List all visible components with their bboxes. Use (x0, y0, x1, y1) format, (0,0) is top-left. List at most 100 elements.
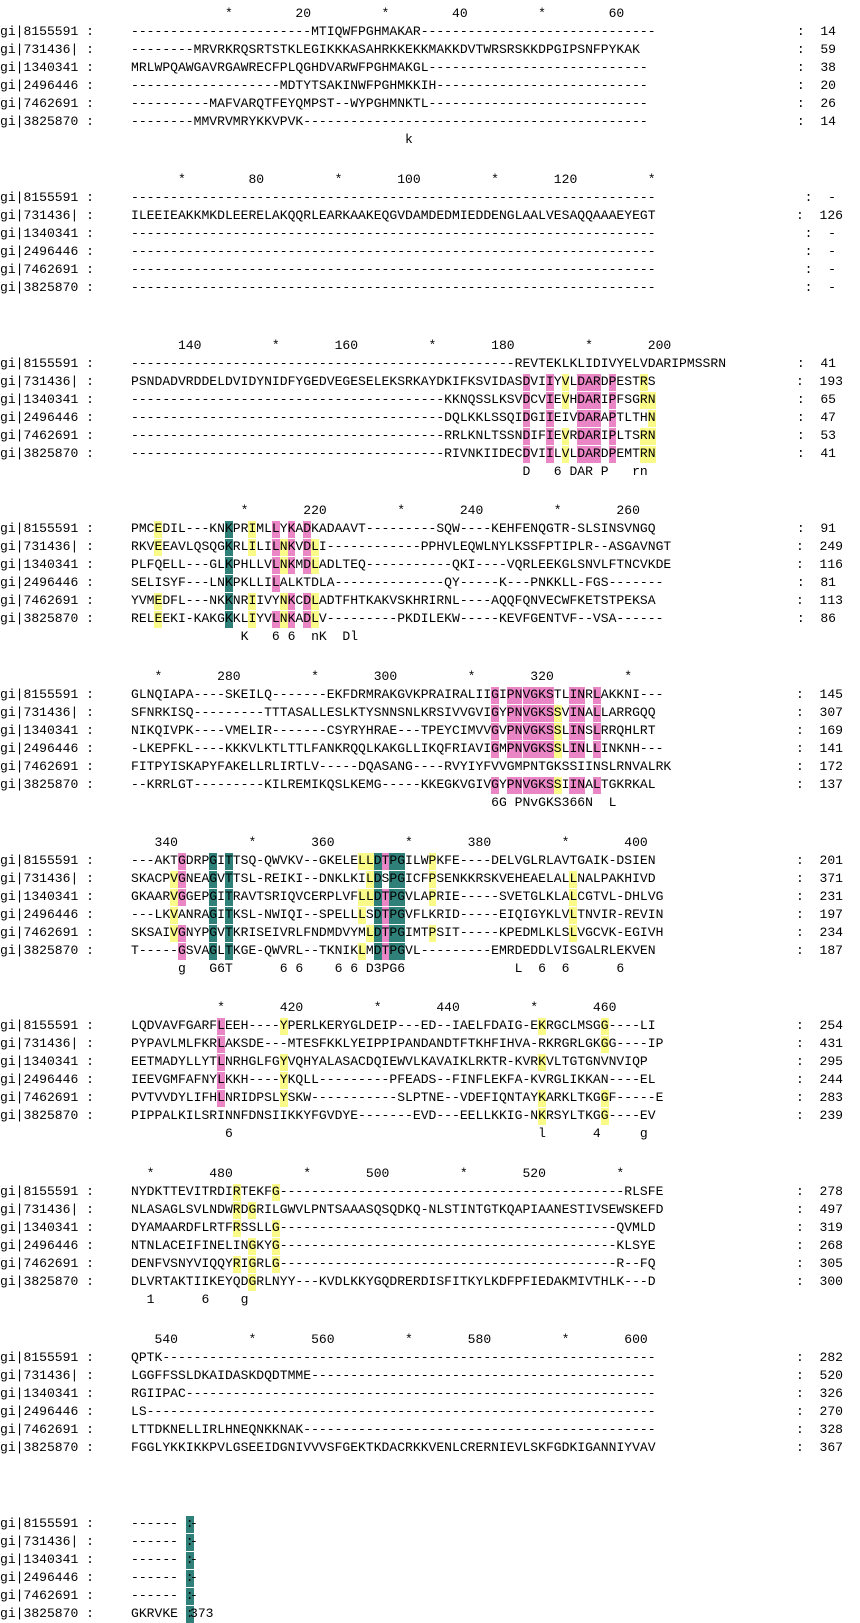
conservation-highlight (389, 889, 398, 906)
conservation-highlight (608, 410, 617, 427)
conservation-highlight (224, 575, 233, 592)
conservation-highlight (365, 871, 374, 888)
sequence-row: gi|7462691 : ----------------------------… (0, 261, 860, 279)
position-ruler: * 480 * 500 * 520 * (131, 1166, 625, 1181)
sequence-residues: YVMEDFL---NKKNRIIVYNKCDLADTFHTKAKVSKHRIR… (131, 593, 656, 608)
conservation-highlight (600, 1018, 609, 1035)
sequence-id: gi|731436| : (0, 374, 94, 389)
conservation-highlight (279, 1090, 288, 1107)
sequence-id: gi|731436| : (0, 1202, 94, 1217)
conservation-highlight (287, 611, 296, 628)
sequence-end-position: : 431 (796, 1036, 843, 1051)
conservation-highlight (592, 723, 601, 740)
conservation-highlight (248, 521, 257, 538)
conservation-highlight (514, 741, 523, 758)
sequence-residues: DLVRTAKTIIKEYQDGRLNYY---KVDLKKYGQDRERDIS… (131, 1274, 656, 1289)
sequence-end-position: : 520 (796, 1368, 843, 1383)
conservation-highlight (553, 777, 562, 794)
sequence-id: gi|7462691 : (0, 593, 94, 608)
conservation-highlight (279, 539, 288, 556)
conservation-highlight (248, 539, 257, 556)
conservation-highlight (389, 853, 398, 870)
sequence-residues: SKACPVGNEAGVTTSL-REIKI--DNKLKILDSPGICFPS… (131, 871, 656, 886)
conservation-highlight (287, 539, 296, 556)
sequence-row: gi|731436| : SKACPVGNEAGVTTSL-REIKI--DNKL… (0, 870, 860, 888)
conservation-highlight (209, 889, 218, 906)
conservation-highlight (545, 446, 554, 463)
sequence-end-position: : 300 (796, 1274, 843, 1289)
conservation-highlight (491, 705, 499, 722)
conservation-highlight (185, 1606, 194, 1623)
sequence-residues: LQDVAVFGARFLEEH----YPERLKERYGLDEIP---ED-… (131, 1018, 656, 1033)
position-ruler: * 220 * 240 * 260 (131, 503, 640, 518)
sequence-row: gi|8155591 : QPTK------------------------… (0, 1349, 860, 1367)
sequence-end-position: : 295 (796, 1054, 843, 1069)
sequence-end-position: - (190, 1570, 198, 1585)
sequence-end-position: : 367 (796, 1440, 843, 1455)
sequence-id: gi|7462691 : (0, 428, 94, 443)
sequence-end-position: : - (804, 262, 836, 277)
conservation-highlight (600, 1036, 609, 1053)
conservation-highlight (530, 705, 539, 722)
conservation-highlight (538, 1054, 546, 1071)
conservation-highlight (592, 446, 601, 463)
sequence-row: gi|8155591 : -----------------------MTIQW… (0, 23, 860, 41)
conservation-highlight (271, 1238, 280, 1255)
conservation-highlight (577, 428, 586, 445)
conservation-highlight (506, 741, 515, 758)
conservation-highlight (224, 925, 233, 942)
sequence-id: gi|8155591 : (0, 1018, 94, 1033)
conservation-highlight (639, 392, 648, 409)
conservation-highlight (248, 1274, 257, 1291)
conservation-highlight (514, 687, 523, 704)
conservation-highlight (530, 741, 539, 758)
conservation-highlight (569, 687, 578, 704)
sequence-residues: ------ : (131, 1588, 194, 1603)
sequence-end-position: : 14 (796, 114, 836, 129)
conservation-highlight (279, 1072, 288, 1089)
sequence-residues: ---AKTGDRPGITTSQ-QWVKV--GKELELLDTPGILWPK… (131, 853, 656, 868)
conservation-highlight (592, 392, 601, 409)
sequence-residues: PYPAVLMLFKRLAKSDE---MTESFKKLYEIPPIPANDAN… (131, 1036, 664, 1051)
sequence-residues: PVTVVDYLIFHLNRIDPSLYSKW-----------SLPTNE… (131, 1090, 664, 1105)
sequence-end-position: : 239 (796, 1108, 843, 1123)
conservation-highlight (389, 871, 398, 888)
sequence-id: gi|3825870 : (0, 1274, 94, 1289)
conservation-highlight (514, 777, 523, 794)
sequence-end-position: : 249 (796, 539, 843, 554)
conservation-highlight (506, 723, 515, 740)
conservation-highlight (522, 392, 531, 409)
consensus-line: g G6T 6 6 6 6 D3PG6 L 6 6 6 (131, 961, 625, 976)
sequence-id: gi|1340341 : (0, 1552, 94, 1567)
sequence-row: gi|3825870 : DLVRTAKTIIKEYQDGRLNYY---KVDL… (0, 1273, 860, 1291)
conservation-highlight (217, 1072, 225, 1089)
conservation-highlight (303, 611, 312, 628)
sequence-residues: ---LKVANRAGITKSL-NWIQI--SPELLLSDTPGVFLKR… (131, 907, 664, 922)
conservation-highlight (585, 410, 593, 427)
sequence-row: gi|1340341 : DYAMAARDFLRTFRSSLLG---------… (0, 1219, 860, 1237)
conservation-highlight (224, 593, 233, 610)
conservation-highlight (373, 853, 382, 870)
conservation-highlight (389, 907, 398, 924)
conservation-highlight (585, 374, 593, 391)
conservation-highlight (373, 925, 382, 942)
conservation-highlight (248, 1238, 257, 1255)
sequence-residues: -----------------------MTIQWFPGHMAKAR---… (131, 24, 656, 39)
sequence-residues: IEEVGMFAFNYLKKH----YKQLL---------PFEADS-… (131, 1072, 656, 1087)
conservation-highlight (522, 777, 531, 794)
conservation-highlight (358, 907, 366, 924)
sequence-id: gi|731436| : (0, 539, 94, 554)
sequence-end-position: : 41 (796, 356, 836, 371)
sequence-id: gi|3825870 : (0, 1606, 94, 1621)
conservation-highlight (232, 1220, 241, 1237)
consensus-line: 6 l 4 g (131, 1126, 648, 1141)
sequence-id: gi|3825870 : (0, 611, 94, 626)
sequence-id: gi|2496446 : (0, 244, 94, 259)
conservation-highlight (530, 687, 539, 704)
sequence-end-position: : 282 (796, 1350, 843, 1365)
position-ruler: * 20 * 40 * 60 (131, 6, 625, 21)
sequence-end-position: : 47 (796, 410, 836, 425)
conservation-highlight (514, 723, 523, 740)
sequence-row: gi|1340341 : ------ :- (0, 1551, 860, 1569)
sequence-end-position: : 20 (796, 78, 836, 93)
